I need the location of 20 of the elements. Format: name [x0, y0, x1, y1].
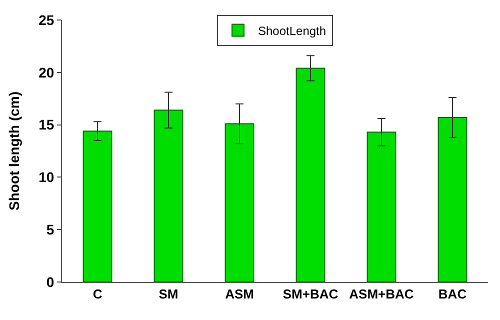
y-tick-label: 0: [46, 274, 54, 290]
legend-label: ShootLength: [258, 24, 326, 38]
y-tick-label: 5: [46, 222, 54, 238]
x-tick-label: SM+BAC: [282, 286, 339, 302]
bar: [366, 132, 396, 282]
x-tick-label: C: [92, 286, 103, 302]
x-tick-label: SM: [158, 286, 178, 302]
x-tick-label: ASM+BAC: [349, 286, 414, 302]
x-tick-label: ASM: [225, 286, 254, 302]
x-tick-label: BAC: [438, 286, 468, 302]
y-tick-label: 25: [38, 12, 54, 28]
y-tick-label: 20: [38, 64, 54, 80]
bar: [82, 130, 112, 282]
bar: [154, 110, 184, 282]
y-tick-label: 10: [38, 169, 54, 186]
bar: [438, 116, 468, 282]
y-axis-title: Shoot length (cm): [6, 92, 22, 210]
bar: [224, 123, 254, 282]
bar: [296, 68, 326, 282]
y-tick-label: 15: [38, 116, 54, 133]
